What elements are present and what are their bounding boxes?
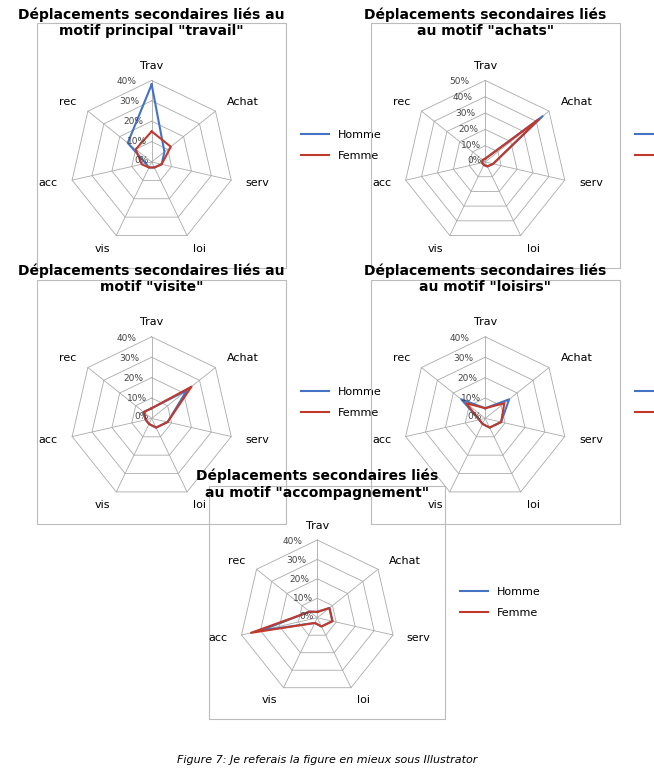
Text: Trav: Trav	[140, 317, 164, 327]
Text: Trav: Trav	[473, 317, 497, 327]
Text: 30%: 30%	[453, 354, 473, 363]
Text: Achat: Achat	[227, 354, 259, 364]
Legend: Homme, Femme: Homme, Femme	[456, 582, 545, 622]
Text: Déplacements secondaires liés au
motif principal "travail": Déplacements secondaires liés au motif p…	[18, 7, 285, 38]
Legend: Homme, Femme: Homme, Femme	[630, 126, 654, 166]
Text: Achat: Achat	[389, 556, 421, 566]
Text: rec: rec	[59, 354, 77, 364]
Text: 10%: 10%	[461, 141, 481, 151]
Text: 40%: 40%	[116, 333, 136, 343]
Text: 0%: 0%	[134, 413, 148, 421]
Text: loi: loi	[527, 500, 540, 510]
Text: Trav: Trav	[305, 521, 329, 531]
Text: 0%: 0%	[300, 611, 314, 621]
Bar	[371, 280, 620, 524]
Text: Achat: Achat	[560, 97, 593, 107]
Text: 30%: 30%	[455, 110, 475, 118]
Bar	[209, 486, 445, 719]
Bar	[37, 23, 286, 268]
Legend: Homme, Femme: Homme, Femme	[297, 382, 386, 422]
Text: rec: rec	[228, 556, 246, 566]
Text: vis: vis	[428, 500, 443, 510]
Text: serv: serv	[245, 435, 269, 445]
Text: Achat: Achat	[227, 97, 259, 107]
Bar	[37, 280, 286, 524]
Text: 40%: 40%	[450, 333, 470, 343]
Text: 30%: 30%	[120, 354, 140, 363]
Text: Trav: Trav	[140, 61, 164, 71]
Text: serv: serv	[579, 179, 603, 189]
Text: 10%: 10%	[127, 394, 147, 402]
Text: vis: vis	[94, 244, 110, 254]
Bar	[371, 23, 620, 268]
Text: 40%: 40%	[283, 537, 303, 545]
Text: 30%: 30%	[120, 97, 140, 106]
Text: 40%: 40%	[453, 93, 473, 103]
Text: loi: loi	[527, 244, 540, 254]
Text: 20%: 20%	[124, 374, 143, 383]
Text: acc: acc	[209, 633, 228, 643]
Text: acc: acc	[372, 435, 391, 445]
Text: 0%: 0%	[468, 156, 482, 165]
Text: rec: rec	[392, 354, 410, 364]
Text: acc: acc	[39, 179, 58, 189]
Text: 10%: 10%	[127, 138, 147, 146]
Legend: Homme, Femme: Homme, Femme	[297, 126, 386, 166]
Text: vis: vis	[94, 500, 110, 510]
Text: serv: serv	[245, 179, 269, 189]
Text: Trav: Trav	[473, 61, 497, 71]
Text: 0%: 0%	[468, 413, 482, 421]
Text: 10%: 10%	[460, 394, 481, 402]
Text: serv: serv	[579, 435, 603, 445]
Text: 20%: 20%	[124, 117, 143, 127]
Text: vis: vis	[428, 244, 443, 254]
Text: serv: serv	[407, 633, 430, 643]
Text: Déplacements secondaires liés au
motif "visite": Déplacements secondaires liés au motif "…	[18, 263, 285, 294]
Text: acc: acc	[372, 179, 391, 189]
Text: Figure 7: Je referais la figure en mieux sous Illustrator: Figure 7: Je referais la figure en mieux…	[177, 755, 477, 765]
Text: loi: loi	[357, 695, 370, 706]
Text: rec: rec	[392, 97, 410, 107]
Text: Déplacements secondaires liés
au motif "achats": Déplacements secondaires liés au motif "…	[364, 7, 606, 38]
Legend: Homme, Femme: Homme, Femme	[630, 382, 654, 422]
Text: 20%: 20%	[458, 125, 479, 134]
Text: 50%: 50%	[450, 77, 470, 86]
Text: 40%: 40%	[116, 77, 136, 86]
Text: rec: rec	[59, 97, 77, 107]
Text: Achat: Achat	[560, 354, 593, 364]
Text: Déplacements secondaires liés
au motif "loisirs": Déplacements secondaires liés au motif "…	[364, 263, 606, 294]
Text: 0%: 0%	[134, 156, 148, 165]
Text: vis: vis	[262, 695, 277, 706]
Text: 30%: 30%	[286, 556, 306, 565]
Text: 10%: 10%	[293, 594, 313, 603]
Text: 20%: 20%	[457, 374, 477, 383]
Text: Déplacements secondaires liés
au motif "accompagnement": Déplacements secondaires liés au motif "…	[196, 469, 438, 500]
Text: loi: loi	[194, 500, 207, 510]
Text: acc: acc	[39, 435, 58, 445]
Text: 20%: 20%	[290, 575, 309, 584]
Text: loi: loi	[194, 244, 207, 254]
